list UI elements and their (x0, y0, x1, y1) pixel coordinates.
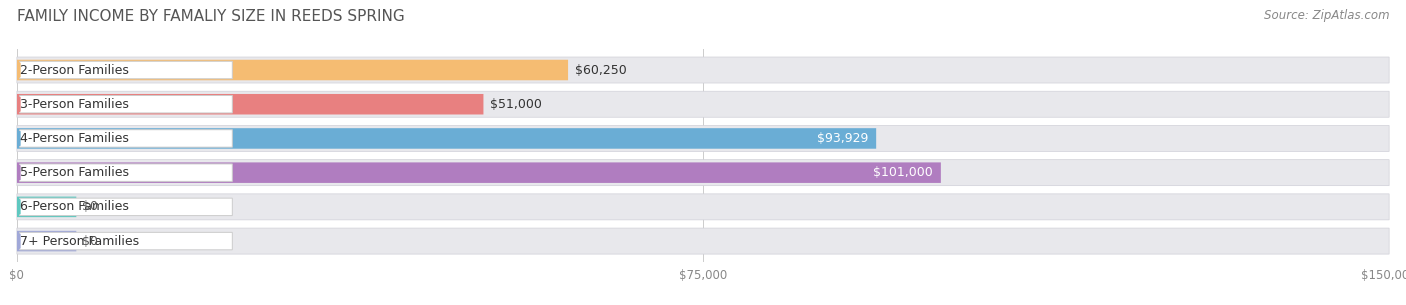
FancyBboxPatch shape (17, 128, 876, 149)
FancyBboxPatch shape (20, 130, 232, 147)
Text: 7+ Person Families: 7+ Person Families (20, 235, 139, 248)
Text: 4-Person Families: 4-Person Families (20, 132, 128, 145)
FancyBboxPatch shape (20, 232, 232, 250)
Text: $60,250: $60,250 (575, 63, 627, 77)
FancyBboxPatch shape (17, 94, 484, 114)
FancyBboxPatch shape (17, 60, 568, 80)
Text: 6-Person Families: 6-Person Families (20, 200, 128, 214)
FancyBboxPatch shape (17, 160, 1389, 186)
FancyBboxPatch shape (20, 95, 232, 113)
FancyBboxPatch shape (17, 197, 76, 217)
FancyBboxPatch shape (17, 162, 941, 183)
Text: FAMILY INCOME BY FAMALIY SIZE IN REEDS SPRING: FAMILY INCOME BY FAMALIY SIZE IN REEDS S… (17, 9, 405, 24)
Text: $101,000: $101,000 (873, 166, 932, 179)
Text: 5-Person Families: 5-Person Families (20, 166, 128, 179)
Text: $0: $0 (82, 200, 98, 214)
Text: 3-Person Families: 3-Person Families (20, 98, 128, 111)
Text: $0: $0 (82, 235, 98, 248)
FancyBboxPatch shape (17, 57, 1389, 83)
FancyBboxPatch shape (17, 231, 76, 251)
FancyBboxPatch shape (20, 61, 232, 79)
FancyBboxPatch shape (20, 164, 232, 181)
FancyBboxPatch shape (17, 194, 1389, 220)
Text: $51,000: $51,000 (491, 98, 543, 111)
Text: $93,929: $93,929 (817, 132, 868, 145)
FancyBboxPatch shape (17, 125, 1389, 152)
Text: 2-Person Families: 2-Person Families (20, 63, 128, 77)
FancyBboxPatch shape (17, 228, 1389, 254)
FancyBboxPatch shape (20, 198, 232, 216)
Text: Source: ZipAtlas.com: Source: ZipAtlas.com (1264, 9, 1389, 22)
FancyBboxPatch shape (17, 91, 1389, 117)
